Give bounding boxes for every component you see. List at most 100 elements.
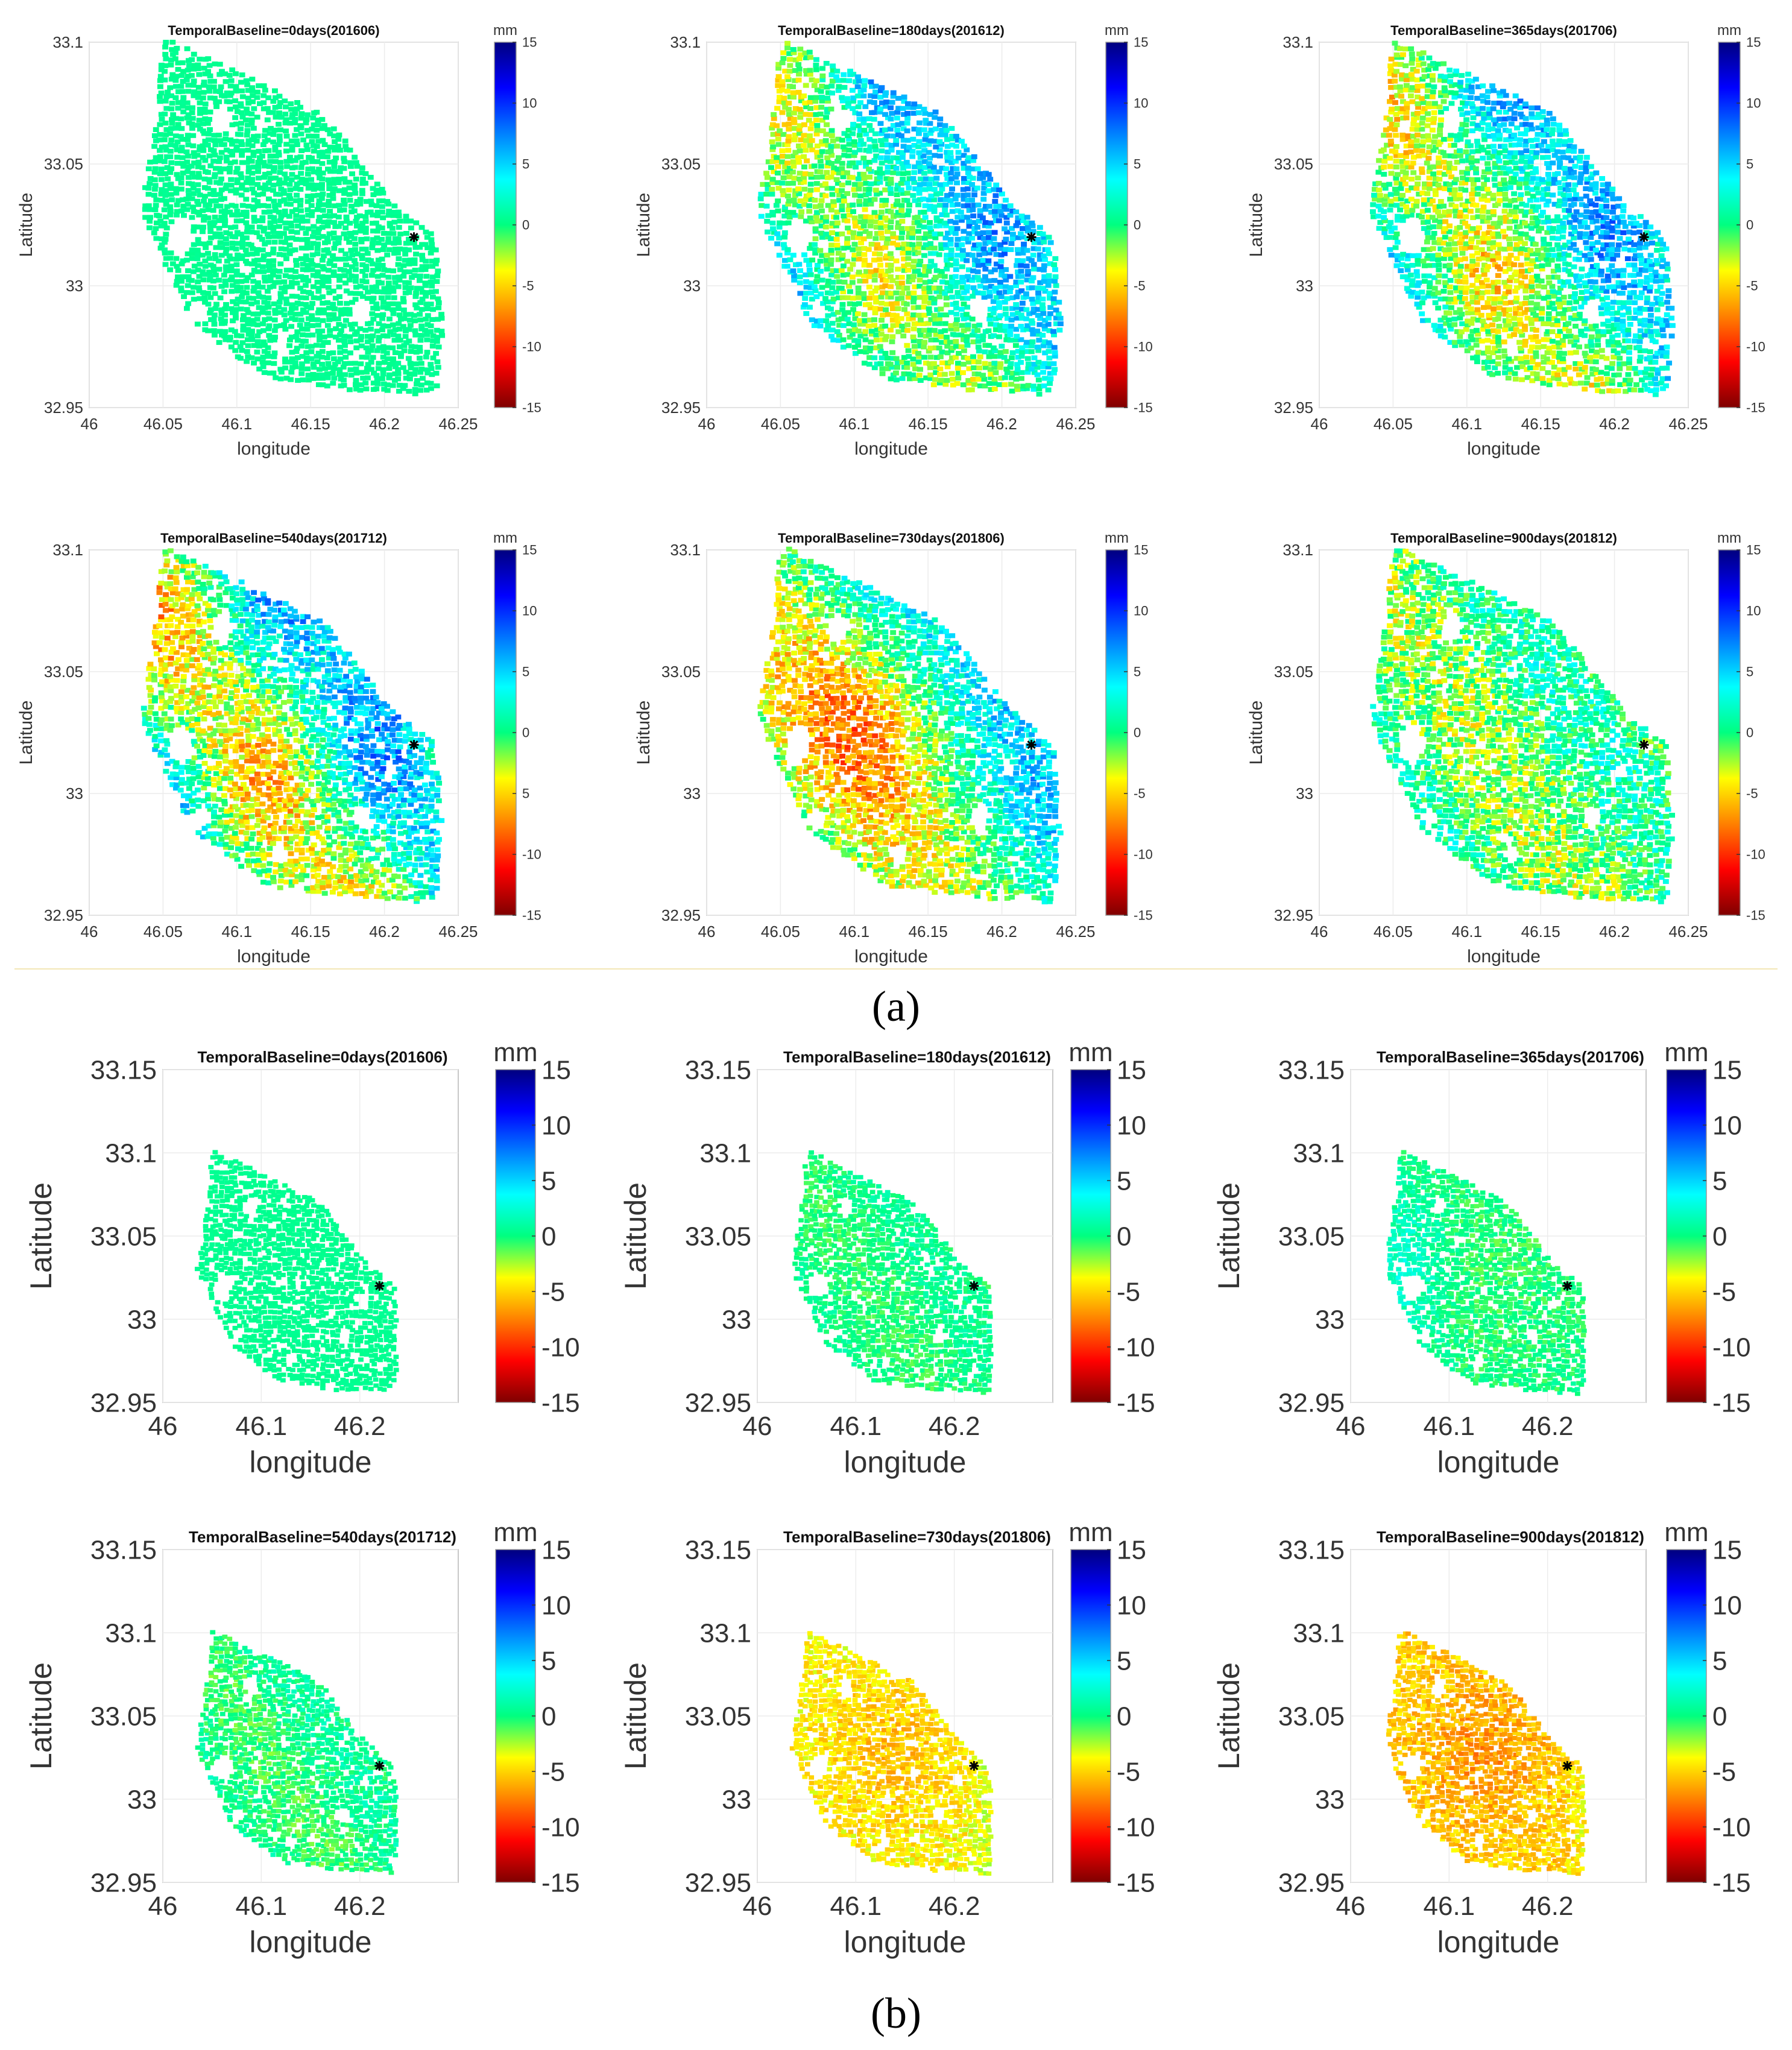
data-point <box>846 328 853 333</box>
data-point <box>1018 337 1024 342</box>
data-point <box>1414 273 1421 279</box>
data-point <box>374 381 381 386</box>
data-point <box>322 213 328 219</box>
data-point <box>352 241 359 247</box>
data-point <box>1600 278 1607 283</box>
data-point <box>1508 300 1515 305</box>
data-point <box>406 241 413 246</box>
data-point <box>1046 355 1053 361</box>
data-point <box>856 301 862 306</box>
data-point <box>868 197 874 203</box>
data-point <box>907 376 913 382</box>
data-point <box>1647 318 1654 324</box>
data-point <box>305 166 312 172</box>
data-point <box>429 242 435 247</box>
data-point <box>997 284 1004 289</box>
data-point <box>320 300 326 306</box>
data-point <box>856 318 863 323</box>
data-point <box>857 138 864 144</box>
data-point <box>1617 356 1623 361</box>
data-point <box>239 160 245 165</box>
data-point <box>292 120 298 125</box>
data-point <box>1447 284 1453 289</box>
data-point <box>1403 274 1410 280</box>
data-point <box>266 323 273 329</box>
data-point <box>927 372 934 377</box>
data-point <box>997 323 1003 329</box>
data-point <box>359 294 366 299</box>
data-point <box>195 164 201 169</box>
data-point <box>836 192 842 198</box>
data-point <box>242 117 249 122</box>
data-point <box>828 133 835 139</box>
data-point <box>1041 339 1048 344</box>
data-point <box>949 209 956 214</box>
data-point <box>395 361 402 366</box>
data-point <box>326 231 333 236</box>
data-point <box>849 332 856 337</box>
data-point <box>251 165 257 170</box>
data-point <box>311 229 318 235</box>
data-point <box>961 301 967 307</box>
data-point <box>1592 323 1599 329</box>
data-point <box>879 203 885 209</box>
data-point <box>1592 279 1598 285</box>
data-point <box>286 154 293 160</box>
data-point <box>159 144 165 150</box>
data-point <box>271 165 278 170</box>
data-point <box>850 125 856 131</box>
data-point <box>1506 307 1513 312</box>
data-point <box>1523 295 1529 301</box>
data-point <box>423 263 429 270</box>
data-point <box>277 127 283 133</box>
data-point <box>435 365 441 370</box>
data-point <box>277 376 284 382</box>
data-point <box>411 257 418 262</box>
data-point <box>1522 310 1528 315</box>
data-point <box>812 250 819 256</box>
data-point <box>1469 283 1476 288</box>
data-point <box>779 148 786 154</box>
data-point <box>1028 349 1035 355</box>
data-point <box>964 304 971 310</box>
data-point <box>422 280 429 286</box>
data-point <box>947 288 953 294</box>
data-point <box>997 350 1004 355</box>
data-point <box>1513 356 1520 361</box>
data-point <box>927 345 934 351</box>
data-point <box>308 291 314 296</box>
data-point <box>974 275 981 280</box>
data-point <box>159 242 165 248</box>
data-point <box>363 279 370 285</box>
data-point <box>769 180 776 185</box>
data-point <box>359 247 365 252</box>
data-point <box>926 289 933 295</box>
data-point <box>1582 386 1588 392</box>
data-point <box>260 93 267 98</box>
data-point <box>1544 350 1551 356</box>
data-point <box>937 372 943 377</box>
data-point <box>1479 283 1486 289</box>
data-point <box>1435 328 1442 333</box>
data-point <box>774 106 781 111</box>
data-point <box>933 144 939 150</box>
data-point <box>293 257 299 263</box>
data-point <box>392 350 399 355</box>
data-point <box>331 213 338 218</box>
data-point <box>798 110 804 115</box>
data-point <box>353 176 359 182</box>
data-point <box>338 311 344 317</box>
data-point <box>992 289 999 294</box>
data-point <box>284 164 290 169</box>
data-point <box>322 366 329 371</box>
data-point <box>780 50 787 55</box>
data-point <box>1529 359 1536 365</box>
data-point <box>958 306 965 312</box>
data-point <box>332 241 339 246</box>
data-point <box>817 248 824 253</box>
data-point <box>374 329 380 334</box>
data-point <box>1668 333 1675 339</box>
data-point <box>245 95 251 101</box>
data-point <box>910 290 917 295</box>
data-point <box>1665 288 1672 294</box>
